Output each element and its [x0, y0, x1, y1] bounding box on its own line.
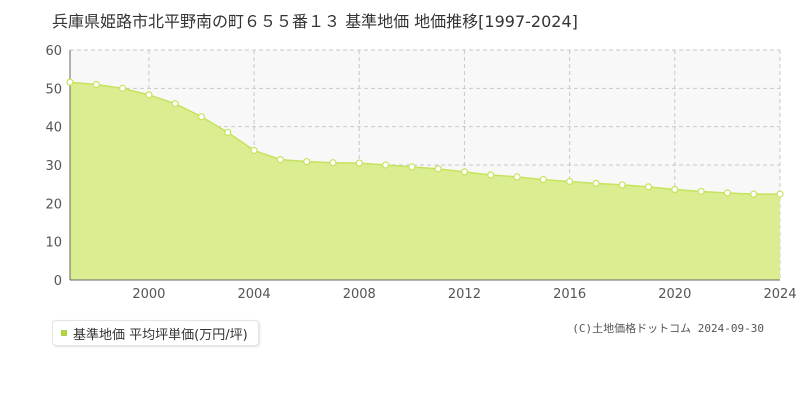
data-point — [487, 171, 495, 179]
data-point — [750, 190, 758, 198]
y-tick-label: 40 — [45, 121, 62, 136]
data-point — [539, 175, 547, 184]
y-tick-label: 50 — [45, 82, 62, 97]
data-point — [592, 179, 600, 187]
data-point — [697, 187, 705, 196]
data-point — [644, 183, 653, 191]
x-tick-label: 2004 — [238, 287, 271, 302]
data-point — [618, 181, 626, 189]
data-point — [566, 177, 574, 186]
data-point — [513, 173, 521, 181]
x-tick-labels: 2000 2004 2008 2012 2016 2020 2024 — [132, 287, 796, 302]
data-point — [381, 161, 390, 169]
y-tick-label: 20 — [45, 197, 62, 212]
data-point — [434, 165, 442, 173]
data-point — [355, 159, 363, 167]
legend-label: 基準地価 平均坪単価(万円/坪) — [73, 327, 248, 343]
data-point — [671, 185, 679, 194]
x-tick-label: 2012 — [448, 287, 481, 302]
data-points — [66, 78, 784, 198]
copyright-text: (C)土地価格ドットコム 2024-09-30 — [572, 322, 764, 335]
x-tick-label: 2008 — [343, 287, 376, 302]
x-tick-label: 2020 — [658, 287, 691, 302]
y-tick-label: 30 — [45, 159, 62, 174]
data-point — [460, 168, 469, 176]
data-point — [92, 80, 100, 89]
legend: 基準地価 平均坪単価(万円/坪) — [52, 320, 259, 346]
y-tick-labels: 0 10 20 30 40 50 60 — [45, 44, 62, 289]
y-tick-label: 10 — [45, 236, 62, 251]
data-point — [118, 84, 127, 92]
x-tick-label: 2016 — [553, 287, 586, 302]
chart-title: 兵庫県姫路市北平野南の町６５５番１３ 基準地価 地価推移[1997-2024] — [52, 12, 578, 31]
y-tick-label: 60 — [45, 44, 62, 59]
data-point — [224, 128, 232, 137]
y-tick-label: 0 — [54, 274, 62, 289]
data-point — [171, 100, 179, 108]
data-point — [329, 159, 337, 167]
data-point — [250, 146, 258, 155]
x-tick-label: 2000 — [132, 287, 165, 302]
data-point — [276, 156, 284, 164]
x-tick-label: 2024 — [763, 287, 796, 302]
data-point — [303, 157, 311, 166]
data-point — [197, 113, 206, 121]
legend-swatch — [61, 330, 67, 336]
series-line — [69, 81, 780, 195]
data-point — [776, 190, 784, 198]
data-point — [723, 189, 732, 197]
area-fill — [70, 82, 780, 280]
axes — [69, 50, 780, 281]
data-point — [145, 91, 153, 99]
data-point — [408, 163, 416, 171]
data-point — [66, 78, 74, 86]
